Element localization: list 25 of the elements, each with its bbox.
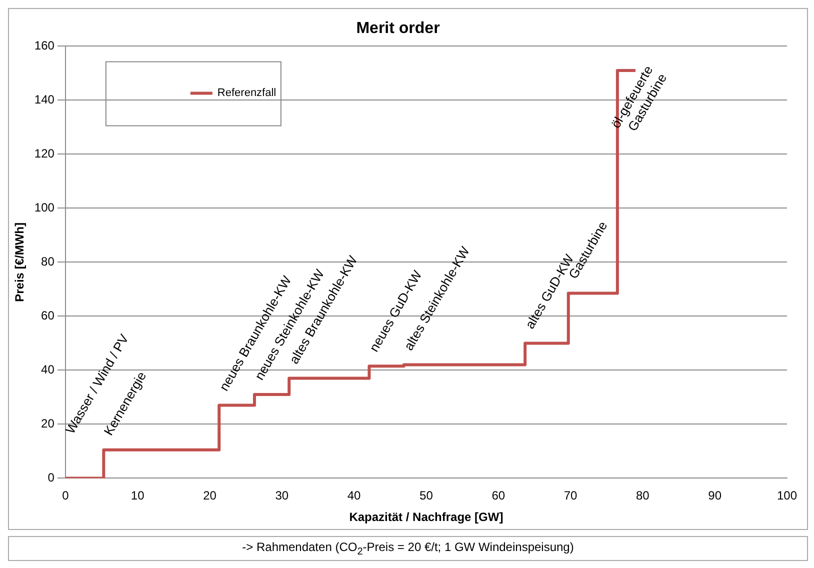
y-tick-label: 100 [34,200,55,215]
x-tick-label: 60 [492,488,506,503]
y-tick-label: 80 [41,254,55,269]
x-tick-label: 80 [636,488,650,503]
x-tick-label: 100 [776,488,798,503]
y-tick-label: 60 [41,308,55,323]
y-tick-label: 20 [41,416,55,431]
x-tick-label: 30 [275,488,289,503]
x-tick-label: 90 [708,488,722,503]
y-axis-title: Preis [€/MWh] [12,222,27,302]
x-tick-label: 0 [62,488,70,503]
x-tick-label: 10 [130,488,145,503]
y-tick-label: 140 [34,92,55,107]
x-tick-label: 70 [564,488,578,503]
x-tick-label: 20 [203,488,217,503]
y-tick-label: 160 [34,38,55,53]
legend-label: Referenzfall [217,87,276,100]
x-axis-title: Kapazität / Nachfrage [GW] [349,510,504,524]
text: -> Rahmendaten (CO$_{2}$-Preis = 20 €/t; 1 GW Windeinspeisung) [8,536,808,562]
x-tick-label: 40 [347,488,362,503]
x-tick-label: 50 [420,488,434,503]
y-tick-label: 40 [41,362,55,377]
y-tick-label: 0 [48,470,55,485]
chart-title: Merit order [356,20,440,38]
y-tick-label: 120 [34,146,55,161]
